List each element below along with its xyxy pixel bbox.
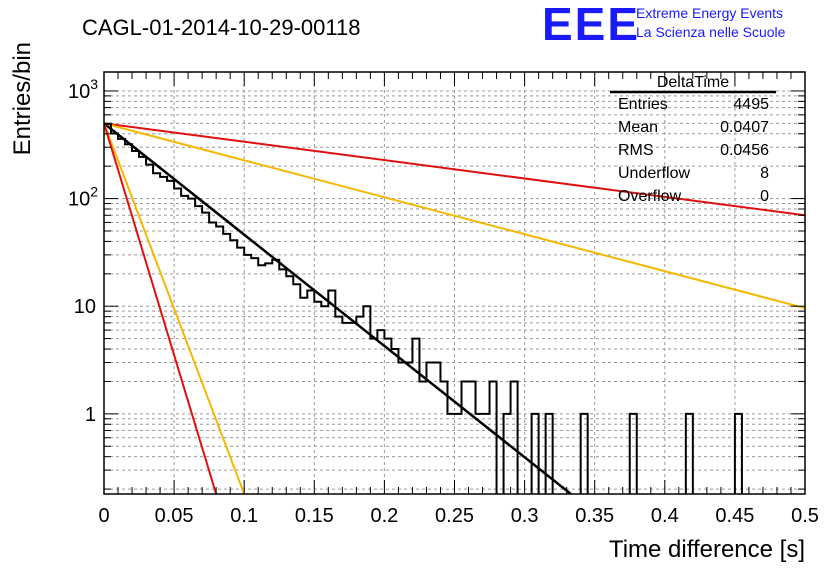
fit-curve-4 (104, 122, 246, 494)
histogram-outline (104, 122, 743, 494)
stats-label-overflow: Overflow (618, 188, 682, 205)
stats-value-underflow: 8 (760, 165, 769, 182)
x-tick-label: 0 (98, 505, 109, 527)
fit-curve-5 (104, 123, 218, 494)
stats-label-rms: RMS (618, 142, 654, 159)
plot-title: CAGL-01-2014-10-29-00118 (82, 15, 360, 40)
fit-curves (104, 122, 805, 494)
stats-label-underflow: Underflow (618, 165, 690, 182)
stats-label-mean: Mean (618, 119, 658, 136)
stats-label-entries: Entries (618, 96, 668, 113)
x-tick-label: 0.1 (230, 505, 258, 527)
stats-value-entries: 4495 (733, 96, 769, 113)
x-tick-label: 0.3 (511, 505, 539, 527)
x-tick-label: 0.45 (715, 505, 754, 527)
logo-line-1: Extreme Energy Events (636, 5, 783, 21)
fit-curve-1 (104, 122, 572, 494)
x-tick-label: 0.35 (575, 505, 614, 527)
stats-value-overflow: 0 (760, 188, 769, 205)
y-tick-label: 103 (68, 76, 98, 103)
x-tick-label: 0.2 (370, 505, 398, 527)
y-tick-label: 1 (85, 404, 96, 426)
y-axis-label: Entries/bin (9, 42, 36, 155)
stats-value-rms: 0.0456 (720, 142, 769, 159)
x-tick-label: 0.15 (295, 505, 334, 527)
fit-curve-2 (104, 122, 805, 217)
eee-logo: EEE (542, 0, 640, 50)
stats-title: DeltaTime (657, 74, 729, 91)
x-tick-label: 0.05 (155, 505, 194, 527)
x-tick-label: 0.5 (791, 505, 819, 527)
y-tick-label: 10 (74, 296, 96, 318)
grid-lines (104, 72, 805, 494)
logo-line-2: La Scienza nelle Scuole (636, 24, 786, 40)
axis-ticks: 0 0.05 0.1 0.15 0.2 0.25 0.3 0.35 0.4 0.45 0.5 1 10 1… (68, 72, 819, 527)
stats-value-mean: 0.0407 (720, 119, 769, 136)
x-tick-label: 0.25 (435, 505, 474, 527)
stats-box: DeltaTime Entries 4495 Mean 0.0407 RMS 0… (610, 74, 776, 205)
x-tick-label: 0.4 (651, 505, 679, 527)
y-tick-label: 102 (68, 184, 98, 211)
fit-curve-3 (104, 122, 805, 310)
x-axis-label: Time difference [s] (609, 536, 805, 563)
